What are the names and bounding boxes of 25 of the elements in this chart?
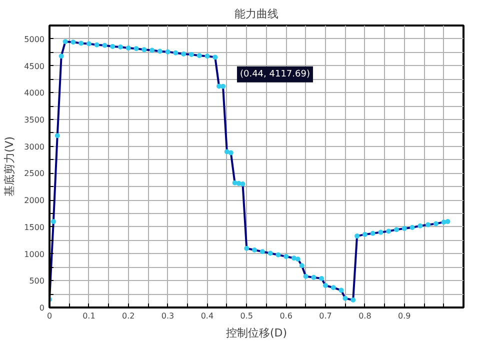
x-tick-label: 0.9 bbox=[398, 312, 411, 320]
x-tick-label: 0.4 bbox=[200, 312, 214, 320]
y-tick-label: 5000 bbox=[24, 34, 44, 44]
y-tick-label: 3500 bbox=[24, 116, 44, 124]
y-tick-label: 2500 bbox=[24, 169, 44, 178]
chart-title: 能力曲线 bbox=[234, 8, 278, 20]
x-tick-label: 0 bbox=[46, 312, 52, 320]
x-tick-label: 0.7 bbox=[319, 312, 332, 320]
x-tick-label: 0.5 bbox=[240, 312, 254, 320]
x-tick-label: 0.2 bbox=[122, 312, 135, 320]
x-tick-label: 0.3 bbox=[161, 312, 174, 320]
x-tick-label: 0.8 bbox=[358, 312, 372, 320]
y-tick-label: 3000 bbox=[24, 142, 44, 152]
y-tick-label: 4500 bbox=[24, 62, 44, 71]
x-tick-label: 0.6 bbox=[280, 312, 292, 320]
y-tick-label: 1000 bbox=[24, 250, 44, 259]
x-tick-label: 0.1 bbox=[82, 312, 96, 320]
x-axis-title: 控制位移(D) bbox=[226, 326, 288, 340]
y-tick-label: 500 bbox=[29, 276, 45, 286]
y-tick-label: 2000 bbox=[24, 196, 44, 206]
y-tick-label: 1500 bbox=[24, 222, 44, 232]
y-axis-title: 基底剪力(V) bbox=[3, 136, 16, 197]
y-tick-label: 4000 bbox=[24, 88, 44, 98]
annotation: (0.44, 4117.69) bbox=[240, 69, 310, 80]
y-tick-label: 0 bbox=[39, 304, 45, 312]
